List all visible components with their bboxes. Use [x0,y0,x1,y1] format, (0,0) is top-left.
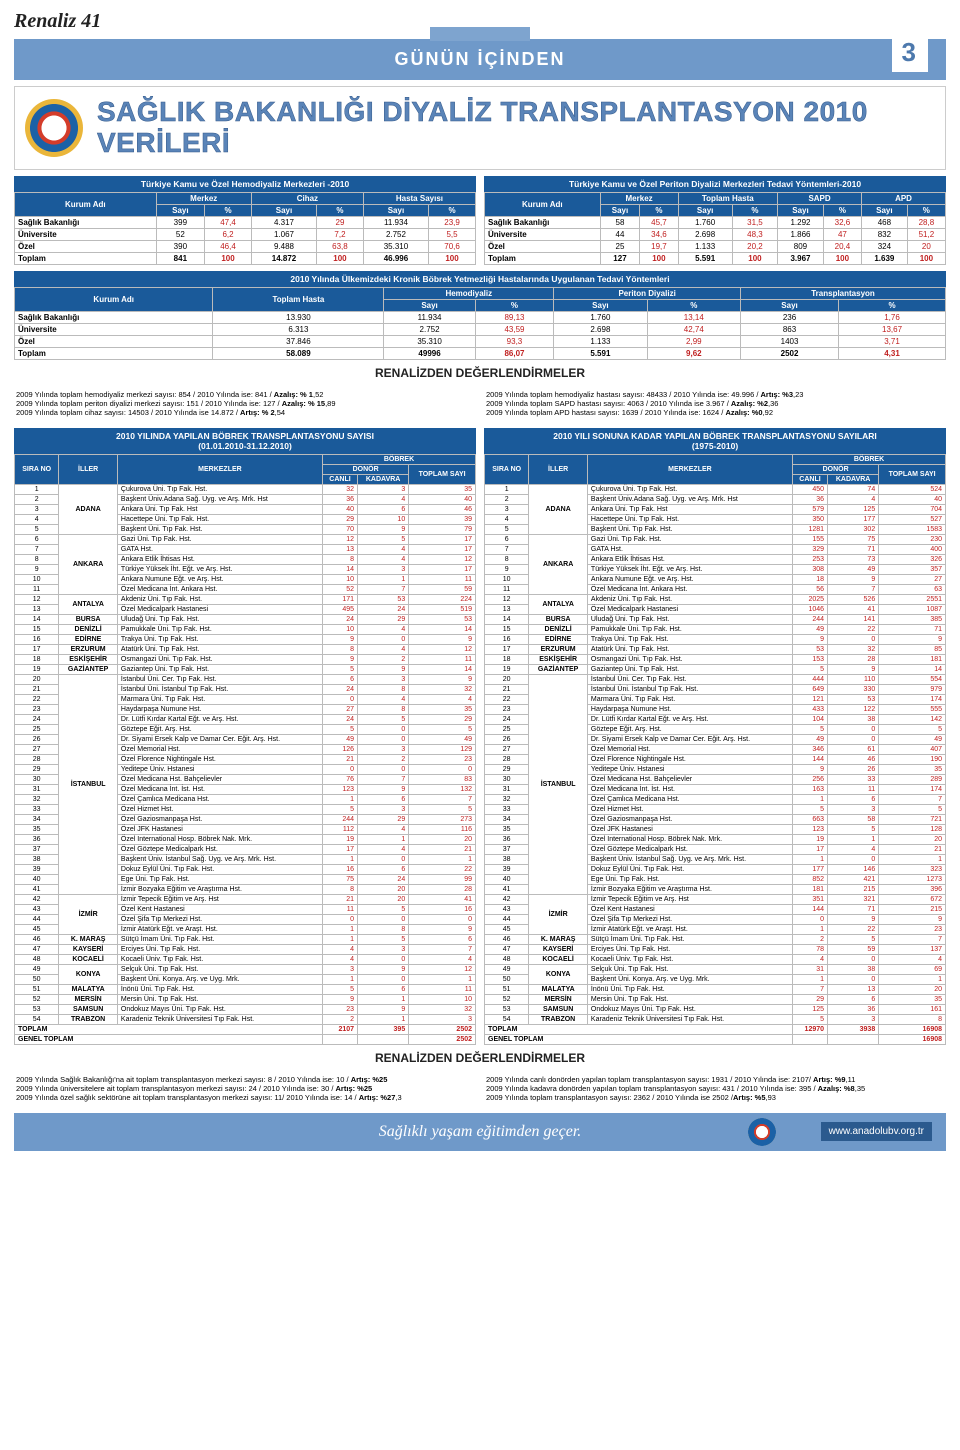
table-row: 15DENİZLİPamukkale Üni. Tıp Fak. Hst.492… [485,624,946,634]
page: Renaliz 41 GÜNÜN İÇİNDEN 3 SAĞLIK BAKANL… [0,0,960,1151]
notes1-left: 2009 Yılında toplam hemodiyaliz merkezi … [14,386,476,422]
long-tables-row: 2010 YILINDA YAPILAN BÖBREK TRANSPLANTAS… [14,428,946,1045]
table-row: 15DENİZLİPamukkale Üni. Tıp Fak. Hst.104… [15,624,476,634]
table-row: Özel39046,49.48863,835.31070,6 [15,240,476,252]
main-title: SAĞLIK BAKANLIĞI DİYALİZ TRANSPLANTASYON… [97,97,935,159]
table2-head-top: Kurum Adı Merkez Toplam Hasta SAPD APD [485,192,946,204]
table3: Kurum Adı Toplam Hasta Hemodiyaliz Perit… [14,287,946,360]
table-row: 46K. MARAŞSütçü İmam Üni. Tıp Fak. Hst.2… [485,934,946,944]
ministry-seal-icon [25,99,83,157]
table1-wrap: Türkiye Kamu ve Özel Hemodiyaliz Merkezl… [14,176,476,265]
table4: SIRA NOİLLERMERKEZLERBÖBREKDONÖRTOPLAM S… [14,454,476,1045]
top-tables-row: Türkiye Kamu ve Özel Hemodiyaliz Merkezl… [14,176,946,265]
footer-url: www.anadolubv.org.tr [821,1122,932,1141]
table-row: 17ERZURUMAtatürk Üni. Tıp Fak. Hst.8412 [15,644,476,654]
table1: Kurum Adı Merkez Cihaz Hasta Sayısı Sayı… [14,192,476,265]
table-total-row: TOPLAM21073952502 [15,1024,476,1034]
table-row: Üniversite526,21.0677,22.7525,5 [15,228,476,240]
table-row: 16EDİRNETrakya Üni. Tıp Fak. Hst.909 [15,634,476,644]
table1-head-top: Kurum Adı Merkez Cihaz Hasta Sayısı [15,192,476,204]
table-row: Özel2519,71.13320,280920,432420 [485,240,946,252]
table3-title: 2010 Yılında Ülkemizdeki Kronik Böbrek Y… [14,271,946,287]
table-row: 14BURSAUludağ Üni. Tıp Fak. Hst.242953 [15,614,476,624]
table-row: 46K. MARAŞSütçü İmam Üni. Tıp Fak. Hst.1… [15,934,476,944]
table-row: Üniversite4434,62.69848,31.8664783251,2 [485,228,946,240]
table-row: 49KONYASelçuk Üni. Tıp Fak. Hst.313869 [485,964,946,974]
table-row: Toplam84110014.87210046.996100 [15,252,476,264]
table-row: 54TRABZONKaradeniz Teknik Üniversitesi T… [15,1014,476,1024]
table5-wrap: 2010 YILI SONUNA KADAR YAPILAN BÖBREK TR… [484,428,946,1045]
page-number-badge: 3 [892,33,928,72]
table-row: 42İZMİRİzmir Tepecik Eğitim ve Arş. Hst2… [15,894,476,904]
table2-wrap: Türkiye Kamu ve Özel Periton Diyalizi Me… [484,176,946,265]
table-row: 6ANKARAGazi Üni. Tıp Fak. Hst.15575230 [485,534,946,544]
table-row: 20İSTANBULİstanbul Üni. Cer. Tıp Fak. Hs… [485,674,946,684]
notes2-right: 2009 Yılında canlı donörden yapılan topl… [484,1071,946,1107]
table-row: Toplam58.0894999686,075.5919,6225024,31 [15,347,946,359]
table-row: 53SAMSUNOndokuz Mayıs Üni. Tıp Fak. Hst.… [15,1004,476,1014]
table3-wrap: 2010 Yılında Ülkemizdeki Kronik Böbrek Y… [14,271,946,360]
banner: GÜNÜN İÇİNDEN 3 [14,39,946,80]
table-row: 12ANTALYAAkdeniz Üni. Tıp Fak. Hst.20255… [485,594,946,604]
notes2-left: 2009 Yılında Sağlık Bakanlığı'na ait top… [14,1071,476,1107]
table-row: Sağlık Bakanlığı13.93011.93489,131.76013… [15,311,946,323]
table-row: Özel37.84635.31093,31.1332,9914033,71 [15,335,946,347]
table-row: 19GAZİANTEPGaziantep Üni. Tıp Fak. Hst.5… [485,664,946,674]
table-row: 6ANKARAGazi Üni. Tıp Fak. Hst.12517 [15,534,476,544]
table-row: 14BURSAUludağ Üni. Tıp Fak. Hst.24414138… [485,614,946,624]
table-row: 47KAYSERİErciyes Üni. Tıp Fak. Hst.437 [15,944,476,954]
notes2-row: 2009 Yılında Sağlık Bakanlığı'na ait top… [14,1071,946,1107]
table1-title: Türkiye Kamu ve Özel Hemodiyaliz Merkezl… [14,176,476,192]
table-row: 42İZMİRİzmir Tepecik Eğitim ve Arş. Hst3… [485,894,946,904]
footer: Sağlıklı yaşam eğitimden geçer. www.anad… [14,1113,946,1151]
table-total-row: TOPLAM12970393816908 [485,1024,946,1034]
table-row: 48KOCAELİKocaeli Üniv. Tıp Fak. Hst.404 [15,954,476,964]
table-row: Üniversite6.3132.75243,592.69842,7486313… [15,323,946,335]
table-row: 51MALATYAİnönü Üni. Tıp Fak. Hst.5611 [15,984,476,994]
table4-wrap: 2010 YILINDA YAPILAN BÖBREK TRANSPLANTAS… [14,428,476,1045]
notes1-right: 2009 Yılında toplam hemodiyaliz hastası … [484,386,946,422]
table-row: 18ESKİŞEHİROsmangazi Üni. Tıp Fak. Hst.1… [485,654,946,664]
table-row: 54TRABZONKaradeniz Teknik Üniversitesi T… [485,1014,946,1024]
table-row: Toplam1271005.5911003.9671001.639100 [485,252,946,264]
table5-title: 2010 YILI SONUNA KADAR YAPILAN BÖBREK TR… [484,428,946,454]
table-row: 52MERSİNMersin Üni. Tıp Fak. Hst.9110 [15,994,476,1004]
footer-motto: Sağlıklı yaşam eğitimden geçer. [379,1123,582,1141]
table-row: 47KAYSERİErciyes Üni. Tıp Fak. Hst.78591… [485,944,946,954]
table-row: 1ADANAÇukurova Üni. Tıp Fak. Hst.4507452… [485,484,946,494]
table-row: 12ANTALYAAkdeniz Üni. Tıp Fak. Hst.17153… [15,594,476,604]
table-row: 18ESKİŞEHİROsmangazi Üni. Tıp Fak. Hst.9… [15,654,476,664]
table-row: 49KONYASelçuk Üni. Tıp Fak. Hst.3912 [15,964,476,974]
banner-notch [430,27,530,41]
table-row: 48KOCAELİKocaeli Üniv. Tıp Fak. Hst.404 [485,954,946,964]
table-row: 17ERZURUMAtatürk Üni. Tıp Fak. Hst.53328… [485,644,946,654]
table4-title: 2010 YILINDA YAPILAN BÖBREK TRANSPLANTAS… [14,428,476,454]
main-title-block: SAĞLIK BAKANLIĞI DİYALİZ TRANSPLANTASYON… [14,86,946,170]
table-row: Sağlık Bakanlığı5845,71.76031,51.29232,6… [485,216,946,228]
renalizden-title-2: RENALİZDEN DEĞERLENDİRMELER [14,1051,946,1065]
renalizden-title-1: RENALİZDEN DEĞERLENDİRMELER [14,366,946,380]
table-row: 53SAMSUNOndokuz Mayıs Üni. Tıp Fak. Hst.… [485,1004,946,1014]
table-row: 51MALATYAİnönü Üni. Tıp Fak. Hst.71320 [485,984,946,994]
table-total-row: GENEL TOPLAM2502 [15,1034,476,1044]
banner-text: GÜNÜN İÇİNDEN [394,49,565,69]
table-row: Sağlık Bakanlığı39947,44.3172911.93423,9 [15,216,476,228]
table-row: 1ADANAÇukurova Üni. Tıp Fak. Hst.32335 [15,484,476,494]
notes1-row: 2009 Yılında toplam hemodiyaliz merkezi … [14,386,946,422]
table-total-row: GENEL TOPLAM16908 [485,1034,946,1044]
table2-title: Türkiye Kamu ve Özel Periton Diyalizi Me… [484,176,946,192]
table-row: 19GAZİANTEPGaziantep Üni. Tıp Fak. Hst.5… [15,664,476,674]
table-row: 52MERSİNMersin Üni. Tıp Fak. Hst.29635 [485,994,946,1004]
table-row: 20İSTANBULİstanbul Üni. Cer. Tıp Fak. Hs… [15,674,476,684]
footer-seal-icon [748,1118,776,1146]
table2: Kurum Adı Merkez Toplam Hasta SAPD APD S… [484,192,946,265]
table5: SIRA NOİLLERMERKEZLERBÖBREKDONÖRTOPLAM S… [484,454,946,1045]
table-row: 16EDİRNETrakya Üni. Tıp Fak. Hst.909 [485,634,946,644]
